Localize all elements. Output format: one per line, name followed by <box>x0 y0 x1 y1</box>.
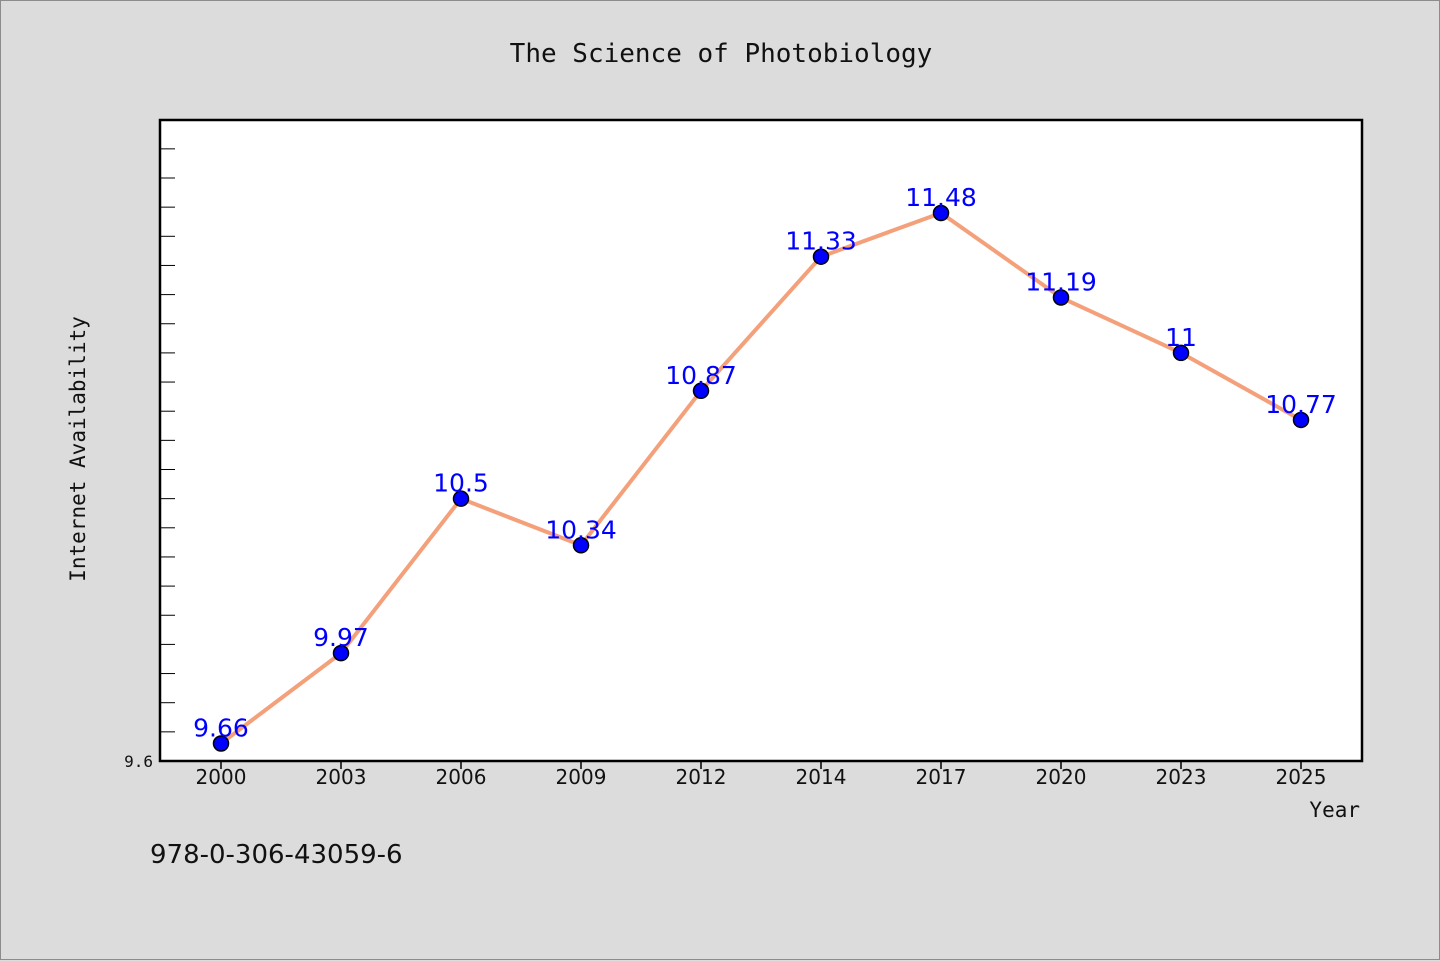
x-tick-label: 2025 <box>1276 765 1327 789</box>
x-tick-label: 2003 <box>316 765 367 789</box>
data-labels: 9.66 9.97 10.5 10.34 10.87 11.33 11.48 11.19 11 1… <box>193 183 1337 743</box>
x-tick-label: 2006 <box>436 765 487 789</box>
series-line <box>219 210 1302 746</box>
data-point <box>332 644 350 662</box>
data-label: 9.97 <box>313 623 369 652</box>
x-axis-ticks <box>220 761 1302 769</box>
data-label: 11.19 <box>1025 268 1097 297</box>
data-label: 10.87 <box>665 361 737 390</box>
x-tick-label: 2009 <box>556 765 607 789</box>
data-point <box>1052 289 1070 306</box>
x-tick-label: 2014 <box>796 765 847 789</box>
data-label: 11.48 <box>905 183 977 212</box>
data-point <box>1292 411 1310 429</box>
data-label: 10.77 <box>1265 390 1337 419</box>
data-point <box>572 537 590 554</box>
isbn-footer: 978-0-306-43059-6 <box>150 840 403 870</box>
data-point <box>1172 344 1190 362</box>
y-axis-label: Internet Availability <box>66 316 90 582</box>
x-tick-label: 2012 <box>676 765 727 789</box>
y-axis-ticks <box>160 148 175 733</box>
y-tick-label: 9.6 <box>124 752 153 771</box>
x-axis-label: Year <box>1309 798 1360 822</box>
plot-area <box>158 118 1364 763</box>
data-label: 10.34 <box>545 515 617 544</box>
data-point <box>452 490 470 507</box>
x-tick-label: 2000 <box>196 765 247 789</box>
series-markers <box>212 204 1310 752</box>
data-label: 11.33 <box>785 227 857 256</box>
data-point <box>932 204 950 222</box>
x-tick-label: 2023 <box>1156 765 1207 789</box>
data-point <box>812 248 830 265</box>
y-axis-tick-labels: 9.6 <box>124 752 153 771</box>
data-point <box>212 735 230 752</box>
x-tick-label: 2020 <box>1036 765 1087 789</box>
data-label: 11 <box>1165 323 1197 352</box>
x-tick-label: 2017 <box>916 765 967 789</box>
x-axis-tick-labels: 2000 2003 2006 2009 2012 2014 2017 2020 2023 2025 <box>196 765 1327 789</box>
data-label: 10.5 <box>433 469 489 498</box>
data-label: 9.66 <box>193 714 249 743</box>
chart-title: The Science of Photobiology <box>510 39 933 69</box>
data-point <box>692 382 710 400</box>
